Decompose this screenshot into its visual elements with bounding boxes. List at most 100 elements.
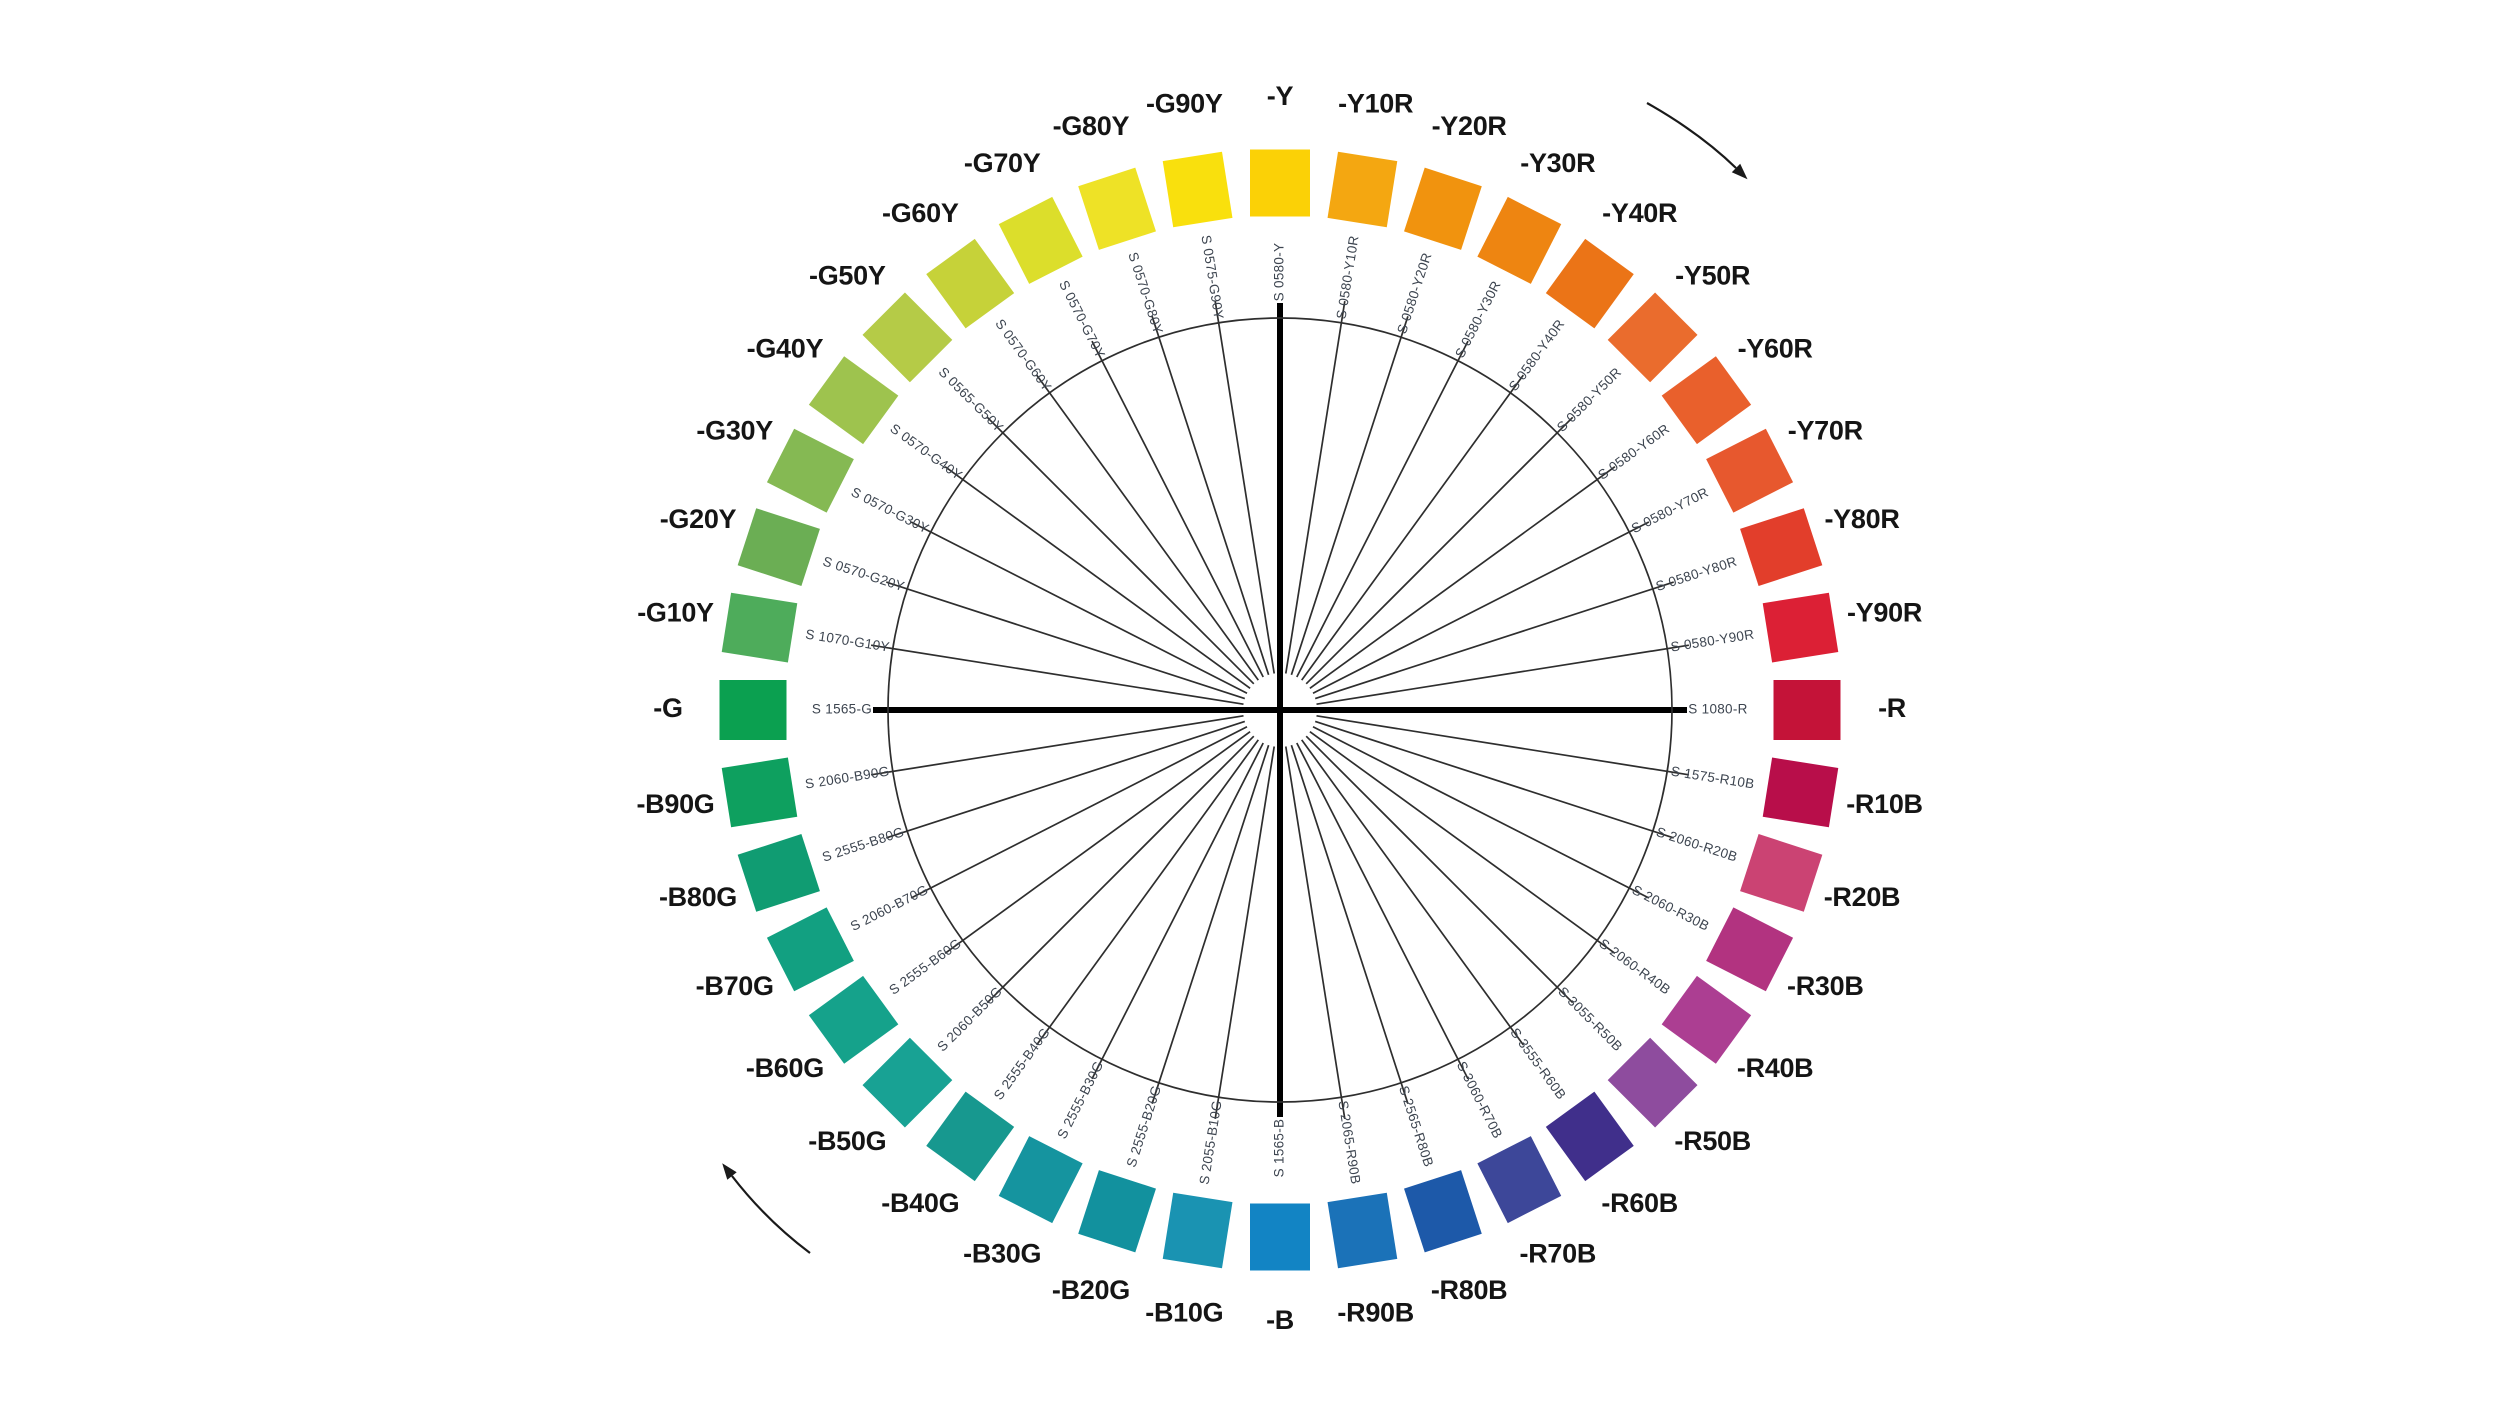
hue-label-g80y: -G80Y [1053, 111, 1130, 141]
rotation-arrows [722, 102, 1748, 1254]
swatch-r20b [1740, 834, 1823, 912]
spoke-g40y [944, 466, 1251, 689]
swatch-g10y [721, 592, 798, 663]
swatch-b50g [862, 1037, 953, 1128]
hue-label-r40b: -R40B [1737, 1053, 1814, 1083]
hue-label-b10g: -B10G [1145, 1298, 1223, 1328]
spoke-r30b [1312, 726, 1650, 899]
spoke-b40g [1036, 739, 1259, 1046]
spoke-r80b [1290, 744, 1409, 1104]
hue-label-b90g: -B90G [636, 789, 714, 819]
hue-label-r50b: -R50B [1674, 1126, 1751, 1156]
swatch-g [719, 680, 787, 740]
hue-label-b80g: -B80G [659, 882, 737, 912]
spoke-g20y [886, 581, 1246, 700]
swatch-y60r [1661, 356, 1752, 445]
swatch-y40r [1545, 238, 1634, 329]
spoke-b20g [1151, 744, 1270, 1104]
hue-label-b60g: -B60G [746, 1053, 824, 1083]
swatch-g20y [737, 508, 820, 586]
swatch-g90y [1162, 151, 1233, 228]
spoke-g70y [1091, 340, 1264, 678]
spoke-y70r [1312, 521, 1650, 694]
hue-label-g60y: -G60Y [882, 198, 959, 228]
swatch-g70y [998, 196, 1083, 284]
hue-label-y20r: -Y20R [1432, 111, 1507, 141]
hue-label-r10b: -R10B [1846, 789, 1923, 819]
hue-label-b: -B [1266, 1305, 1294, 1335]
spoke-y80r [1314, 581, 1674, 700]
code-label-b: S 1565-B [1272, 1119, 1287, 1178]
hue-label-g90y: -G90Y [1146, 89, 1223, 119]
code-label-g: S 1565-G [812, 702, 872, 717]
spoke-y60r [1309, 466, 1616, 689]
spoke-b30g [1091, 742, 1264, 1080]
spoke-r60b [1301, 739, 1524, 1046]
swatch-y80r [1740, 508, 1823, 586]
hue-label-y50r: -Y50R [1675, 260, 1750, 290]
swatch-g30y [766, 428, 854, 513]
spoke-y90r [1316, 644, 1690, 706]
hue-label-g20y: -G20Y [660, 504, 737, 534]
hue-label-g40y: -G40Y [747, 333, 824, 363]
hue-label-y80r: -Y80R [1824, 504, 1899, 534]
spoke-r10b [1316, 714, 1690, 776]
spoke-y50r [1305, 416, 1574, 685]
spoke-b70g [910, 726, 1248, 899]
swatch-g50y [862, 292, 953, 383]
swatch-g60y [926, 238, 1015, 329]
swatch-b90g [721, 757, 798, 828]
swatch-r50b [1607, 1037, 1698, 1128]
swatch-b60g [808, 975, 899, 1064]
spoke-r70b [1296, 742, 1469, 1080]
swatch-y30r [1477, 196, 1562, 284]
hue-label-r90b: -R90B [1337, 1298, 1414, 1328]
swatch-b20g [1078, 1170, 1156, 1253]
swatch-b [1250, 1203, 1310, 1271]
swatch-r80b [1404, 1170, 1482, 1253]
swatch-r30b [1706, 907, 1794, 992]
hue-label-r60b: -R60B [1601, 1188, 1678, 1218]
hue-label-y70r: -Y70R [1788, 415, 1863, 445]
swatch-y20r [1404, 167, 1482, 250]
swatch-g80y [1078, 167, 1156, 250]
spoke-b50g [986, 735, 1255, 1004]
swatch-g40y [808, 356, 899, 445]
hue-label-y40r: -Y40R [1602, 198, 1677, 228]
spoke-g80y [1151, 316, 1270, 676]
spoke-r40b [1309, 731, 1616, 954]
hue-label-r70b: -R70B [1520, 1238, 1597, 1268]
swatch-b80g [737, 834, 820, 912]
swatch-y50r [1607, 292, 1698, 383]
spoke-r20b [1314, 720, 1674, 839]
swatch-b10g [1162, 1192, 1233, 1269]
hue-label-b70g: -B70G [696, 971, 774, 1001]
hue-label-b30g: -B30G [963, 1238, 1041, 1268]
hue-label-y10r: -Y10R [1338, 89, 1413, 119]
hue-label-r: -R [1878, 693, 1906, 723]
spoke-r50b [1305, 735, 1574, 1004]
clockwise-arrow-bottom-left-icon [722, 1163, 811, 1254]
inner-circle [887, 317, 1673, 1103]
swatch-r [1773, 680, 1841, 740]
swatch-r90b [1327, 1192, 1398, 1269]
spoke-y40r [1301, 374, 1524, 681]
hue-label-b20g: -B20G [1052, 1275, 1130, 1305]
spoke-b60g [944, 731, 1251, 954]
hue-label-g10y: -G10Y [637, 597, 714, 627]
hue-label-r30b: -R30B [1787, 971, 1864, 1001]
swatch-r60b [1545, 1091, 1634, 1182]
hue-swatches [719, 149, 1841, 1271]
spoke-b10g [1214, 746, 1276, 1120]
hue-label-g30y: -G30Y [696, 415, 773, 445]
hue-label-g50y: -G50Y [809, 260, 886, 290]
swatch-y [1250, 149, 1310, 217]
hue-label-g: -G [653, 693, 682, 723]
hue-label-y: -Y [1267, 81, 1294, 111]
swatch-b30g [998, 1136, 1083, 1224]
swatch-r70b [1477, 1136, 1562, 1224]
code-label-r: S 1080-R [1688, 702, 1747, 717]
spoke-y30r [1296, 340, 1469, 678]
